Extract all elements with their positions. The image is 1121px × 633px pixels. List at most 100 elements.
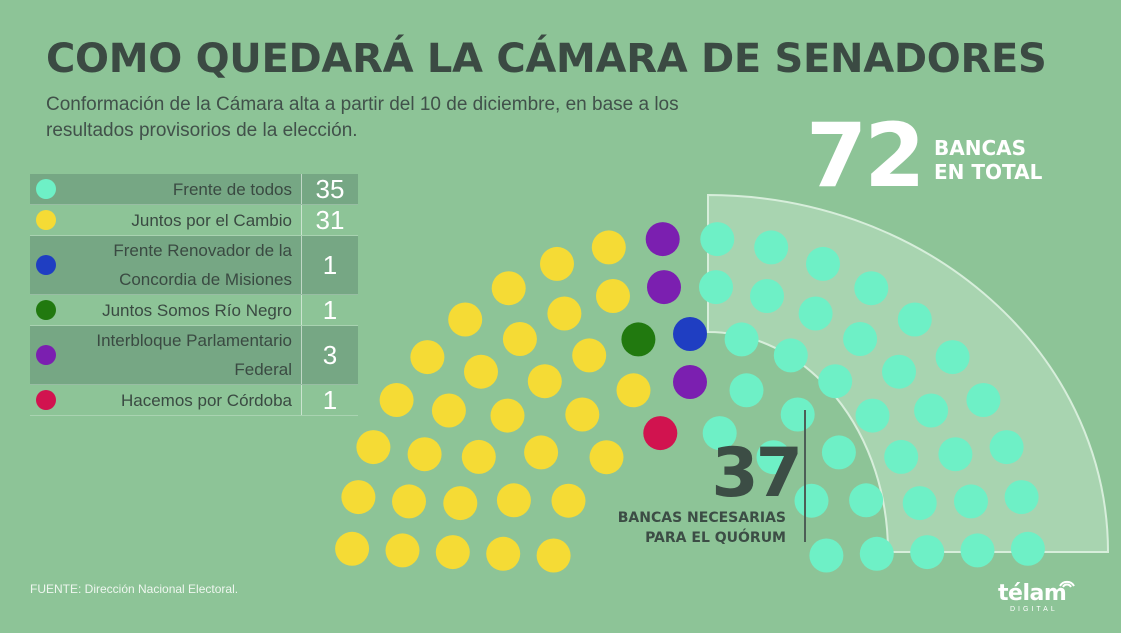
seat-0 — [935, 340, 970, 375]
seat-1 — [341, 480, 376, 515]
legend-label: Hacemos por Córdoba — [120, 390, 292, 410]
seat-1 — [486, 536, 521, 571]
seat-group — [335, 222, 1045, 573]
telam-logo-sub: DIGITAL — [1010, 606, 1058, 613]
seat-0 — [954, 484, 988, 519]
legend: Frente de todos 35 Juntos por el Cambio … — [30, 174, 358, 416]
seat-1 — [502, 322, 537, 356]
seat-0 — [884, 439, 919, 474]
quorum-label: BANCAS NECESARIAS PARA EL QUÓRUM — [617, 510, 786, 546]
seat-1 — [536, 538, 571, 573]
telam-logo: télam — [998, 581, 1067, 606]
seat-0 — [966, 383, 1001, 417]
legend-count: 31 — [301, 205, 358, 235]
seat-0 — [960, 533, 995, 568]
legend-label: Frente Renovador de la Concordia de Misi… — [113, 241, 292, 289]
source-note: FUENTE: Dirección Nacional Electoral. — [30, 582, 239, 596]
legend-swatch — [36, 255, 56, 275]
seat-4 — [673, 365, 707, 399]
subtitle: Conformación de la Cámara alta a partir … — [46, 94, 679, 141]
seat-1 — [616, 373, 651, 408]
seat-1 — [464, 354, 498, 389]
legend-item: Frente de todos 35 — [30, 174, 358, 205]
quorum-divider — [804, 410, 806, 542]
legend-count: 1 — [301, 236, 358, 294]
seat-1 — [435, 535, 470, 570]
legend-count: 3 — [301, 326, 358, 384]
seat-4 — [647, 270, 681, 305]
seat-1 — [461, 439, 496, 474]
seat-0 — [794, 483, 829, 518]
legend-swatch — [36, 210, 56, 230]
seat-0 — [938, 437, 973, 472]
seat-0 — [843, 322, 878, 356]
seat-0 — [849, 483, 884, 518]
total-seats-value: 72 — [806, 104, 925, 207]
seat-0 — [818, 364, 853, 399]
seat-0 — [859, 536, 894, 571]
signal-icon — [1059, 580, 1075, 588]
seat-0 — [724, 322, 759, 357]
seat-1 — [443, 486, 478, 521]
legend-swatch — [36, 179, 56, 199]
seat-0 — [756, 440, 791, 475]
quorum-value: 37 — [711, 434, 803, 513]
legend-swatch — [36, 345, 56, 365]
seat-1 — [491, 271, 526, 306]
legend-item: Juntos por el Cambio 31 — [30, 205, 358, 236]
seat-0 — [821, 435, 856, 470]
legend-label: Frente de todos — [172, 179, 292, 199]
legend-count: 1 — [301, 385, 358, 415]
seat-0 — [902, 486, 937, 521]
seat-1 — [596, 279, 630, 313]
seat-1 — [490, 398, 525, 433]
seat-1 — [565, 397, 600, 432]
seat-0 — [855, 398, 890, 433]
seat-1 — [591, 230, 626, 265]
seat-3 — [621, 322, 656, 357]
seat-1 — [385, 533, 420, 568]
legend-label: Juntos Somos Río Negro — [102, 300, 292, 320]
seat-1 — [527, 364, 562, 399]
seat-0 — [882, 354, 916, 389]
seat-0 — [702, 416, 737, 451]
seat-1 — [410, 340, 445, 375]
seat-1 — [551, 483, 586, 518]
legend-label: Juntos por el Cambio — [131, 210, 292, 230]
seat-1 — [496, 483, 531, 518]
seat-0 — [1004, 480, 1039, 515]
seat-0 — [750, 279, 784, 313]
seat-0 — [854, 271, 889, 306]
seat-1 — [540, 246, 574, 281]
seat-1 — [547, 296, 582, 331]
seat-1 — [572, 338, 607, 373]
seat-0 — [910, 535, 945, 570]
seat-5 — [643, 416, 678, 451]
legend-swatch — [36, 390, 56, 410]
seat-0 — [729, 373, 764, 408]
seat-4 — [645, 222, 680, 257]
seat-1 — [335, 531, 370, 566]
legend-count: 1 — [301, 295, 358, 325]
seat-2 — [673, 317, 707, 351]
seat-0 — [806, 246, 840, 281]
legend-label: Interbloque Parlamentario Federal — [96, 331, 292, 379]
seat-1 — [431, 393, 466, 428]
legend-item: Hacemos por Córdoba 1 — [30, 385, 358, 416]
seat-0 — [798, 296, 833, 331]
seat-1 — [589, 440, 624, 475]
legend-item: Interbloque Parlamentario Federal 3 — [30, 326, 358, 385]
seat-1 — [524, 435, 559, 470]
seat-0 — [1010, 531, 1045, 566]
total-seats-label: BANCAS EN TOTAL — [934, 136, 1043, 184]
seat-0 — [780, 397, 815, 432]
legend-swatch — [36, 300, 56, 320]
seat-0 — [809, 538, 844, 573]
seat-0 — [773, 338, 808, 373]
seat-0 — [700, 222, 735, 257]
seat-1 — [379, 383, 414, 417]
seat-1 — [356, 430, 391, 465]
seat-1 — [407, 437, 442, 472]
seat-0 — [897, 302, 932, 337]
